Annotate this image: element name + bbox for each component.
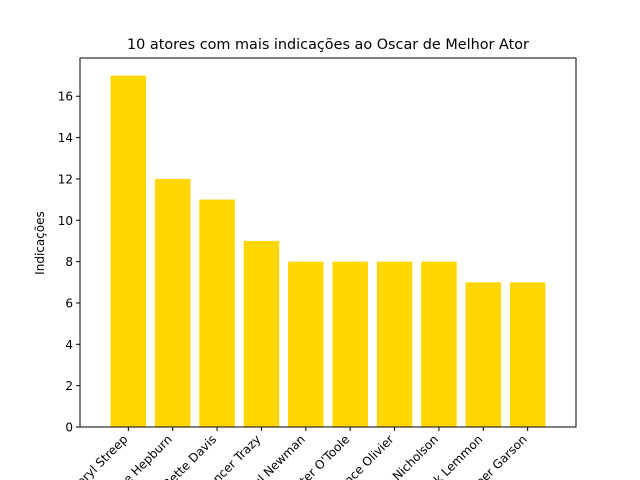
- y-tick-label: 14: [58, 131, 73, 145]
- bar-9: [465, 282, 502, 427]
- y-tick-label: 16: [58, 90, 73, 104]
- bar-5: [288, 261, 324, 427]
- y-tick-label: 2: [65, 379, 73, 393]
- bar-7: [376, 261, 413, 427]
- bar-6: [332, 261, 368, 427]
- bar-10: [509, 282, 546, 427]
- y-axis: 0 2 4 6 8 10 12 14 16: [58, 90, 80, 435]
- bar-4: [243, 240, 280, 427]
- bars-group: [110, 75, 546, 428]
- y-tick-label: 8: [65, 255, 73, 269]
- chart-title: 10 atores com mais indicações ao Oscar d…: [127, 37, 529, 53]
- bar-1: [110, 75, 147, 428]
- y-tick-label: 0: [65, 421, 73, 435]
- x-tick-label: Meryl Streep: [67, 432, 131, 480]
- plot-frame: [79, 57, 577, 428]
- bar-2: [154, 178, 191, 427]
- y-tick-label: 6: [65, 296, 73, 310]
- y-tick-label: 12: [58, 172, 73, 186]
- bar-8: [421, 261, 457, 427]
- bar-3: [199, 199, 235, 427]
- y-tick-label: 10: [58, 214, 73, 228]
- y-axis-label: Indicações: [33, 211, 47, 275]
- y-tick-label: 4: [65, 338, 73, 352]
